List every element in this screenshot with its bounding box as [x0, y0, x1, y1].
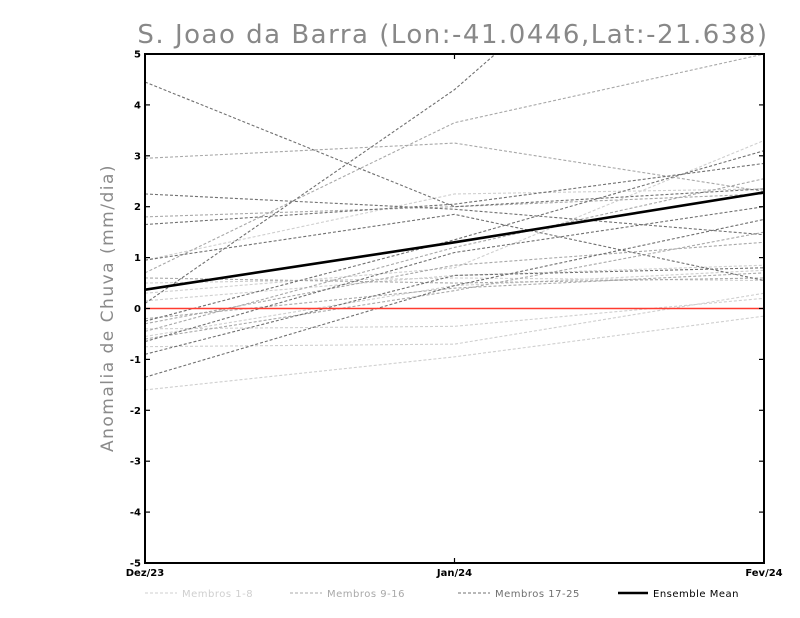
x-tick-label: Fev/24 — [745, 568, 782, 579]
member-line-group-3 — [145, 81, 764, 208]
member-line-group-2 — [145, 142, 764, 192]
y-axis-label: Anomalia de Chuva (mm/dia) — [98, 164, 118, 452]
y-tick-label: -2 — [130, 406, 141, 417]
member-line-group-3 — [145, 193, 764, 236]
member-line-group-3 — [145, 150, 764, 322]
y-tick-label: 2 — [134, 202, 141, 213]
legend: Membros 1-8 Membros 9-16 Membros 17-25 Ense… — [145, 589, 739, 600]
member-line-group-3 — [145, 162, 764, 226]
member-line-group-3 — [145, 218, 764, 378]
member-line-group-1 — [145, 269, 764, 338]
legend-label: Membros 9-16 — [327, 589, 405, 600]
x-tick-label: Jan/24 — [436, 568, 472, 579]
member-line-group-1 — [145, 188, 764, 261]
member-line-group-1 — [145, 140, 764, 294]
legend-label: Ensemble Mean — [653, 589, 739, 600]
member-line-group-1 — [145, 277, 764, 284]
member-line-group-1 — [145, 292, 764, 348]
member-line-group-3 — [145, 54, 497, 304]
x-ticks: Dez/23 Jan/24 Fev/24 — [126, 54, 783, 579]
member-line-group-1 — [145, 297, 764, 330]
member-line-group-3 — [145, 213, 764, 282]
y-ticks: -5 -4 -3 -2 -1 0 1 2 3 4 5 — [130, 50, 764, 570]
member-line-group-2 — [145, 178, 764, 332]
y-tick-label: -5 — [130, 559, 141, 570]
y-tick-label: 4 — [134, 100, 141, 111]
series-layer — [145, 54, 764, 391]
legend-label: Membros 17-25 — [495, 589, 580, 600]
member-line-group-3 — [145, 267, 764, 355]
y-tick-label: 0 — [134, 304, 141, 315]
chart-title: S. Joao da Barra (Lon:-41.0446,Lat:-21.6… — [137, 20, 768, 50]
y-tick-label: -3 — [130, 457, 141, 468]
member-line-group-2 — [145, 241, 764, 325]
legend-label: Membros 1-8 — [182, 589, 253, 600]
member-line-group-2 — [145, 272, 764, 320]
member-line-group-1 — [145, 264, 764, 302]
member-line-group-2 — [145, 54, 764, 274]
y-tick-label: 5 — [134, 50, 141, 61]
y-tick-label: 3 — [134, 151, 141, 162]
ensemble-mean-line — [145, 191, 764, 291]
member-line-group-3 — [145, 206, 764, 343]
y-tick-label: -4 — [130, 508, 141, 519]
member-line-group-2 — [145, 193, 764, 218]
member-line-group-2 — [145, 277, 764, 284]
member-line-group-1 — [145, 315, 764, 391]
y-tick-label: 1 — [134, 253, 141, 264]
y-tick-label: -1 — [130, 355, 141, 366]
x-tick-label: Dez/23 — [126, 568, 165, 579]
